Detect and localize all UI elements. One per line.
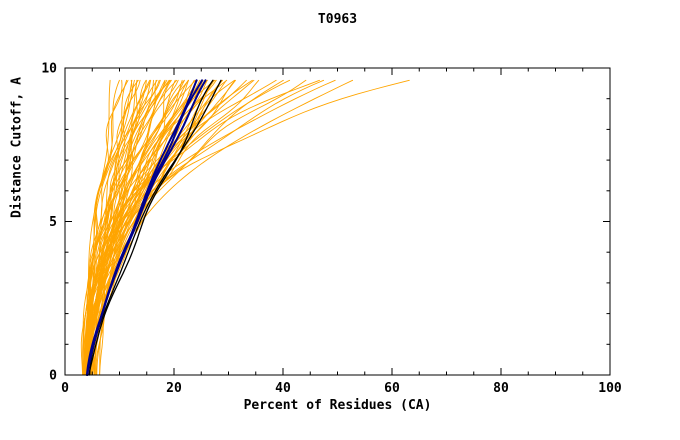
prediction-curve xyxy=(84,79,320,376)
prediction-curve xyxy=(93,79,168,376)
chart-title: T0963 xyxy=(317,12,358,27)
reference-black-curve xyxy=(88,79,214,376)
prediction-curve xyxy=(85,79,291,376)
x-tick-label: 60 xyxy=(384,381,400,396)
prediction-curve xyxy=(99,79,201,376)
prediction-curve xyxy=(80,79,172,376)
prediction-curve xyxy=(82,79,161,376)
x-tick-label: 0 xyxy=(61,381,69,396)
x-axis-label: Percent of Residues (CA) xyxy=(243,398,432,413)
y-tick-label: 5 xyxy=(49,215,57,230)
prediction-curve xyxy=(86,79,152,376)
prediction-curve xyxy=(93,79,183,376)
y-tick-label: 0 xyxy=(49,369,57,384)
x-tick-label: 100 xyxy=(598,381,622,396)
highlight-blue-curve xyxy=(86,79,198,376)
prediction-curve xyxy=(91,79,410,376)
y-tick-label: 10 xyxy=(41,62,57,77)
x-tick-label: 20 xyxy=(166,381,182,396)
x-tick-label: 40 xyxy=(275,381,291,396)
x-tick-label: 80 xyxy=(493,381,509,396)
prediction-curve xyxy=(99,79,152,376)
